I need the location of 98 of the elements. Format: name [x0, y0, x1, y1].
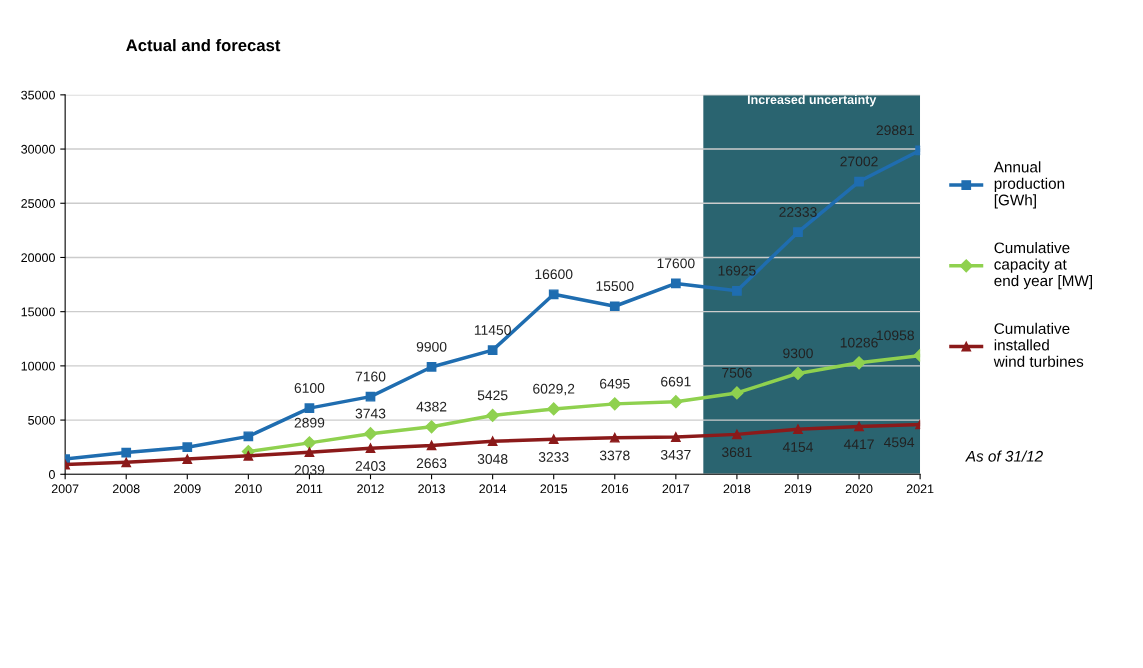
point	[854, 421, 864, 432]
data-label: 7506	[722, 367, 752, 378]
point	[426, 362, 437, 372]
data-label: 6691	[661, 376, 691, 387]
data-label: 9300	[783, 348, 813, 359]
data-label: 6495	[600, 378, 630, 389]
point	[732, 285, 742, 296]
point	[121, 447, 132, 458]
point	[182, 442, 193, 453]
x-tick-label: 2008	[112, 484, 140, 494]
point	[487, 345, 498, 356]
data-label: 2403	[355, 461, 386, 471]
data-label: 3048	[477, 454, 508, 464]
point	[365, 443, 376, 454]
point	[608, 397, 622, 411]
data-label: 3437	[660, 449, 691, 460]
point	[302, 436, 317, 450]
point	[304, 403, 315, 414]
point	[670, 432, 681, 442]
x-tick-label: 2020	[845, 484, 873, 494]
point	[365, 391, 376, 402]
data-label: 15500	[596, 281, 634, 291]
point	[793, 227, 803, 238]
point	[363, 427, 378, 441]
data-label: 27002	[840, 156, 878, 167]
x-tick-label: 2019	[784, 484, 812, 494]
y-tick-label: 5000	[28, 415, 55, 425]
point	[852, 356, 866, 370]
x-tick-label: 2010	[235, 484, 262, 494]
x-tick-label: 2018	[723, 484, 751, 494]
data-label: 11450	[474, 325, 511, 335]
point	[182, 454, 193, 464]
point	[670, 278, 681, 289]
x-tick-label: 2021	[906, 484, 934, 494]
data-label: 16600	[535, 269, 573, 280]
data-label: 3743	[355, 408, 386, 419]
x-tick-label: 2015	[540, 484, 568, 494]
point	[424, 420, 439, 434]
data-label: 4417	[843, 439, 874, 449]
y-tick-label: 35000	[21, 90, 55, 100]
x-tick-label: 2011	[296, 484, 323, 494]
point	[304, 447, 315, 458]
data-label: 4154	[782, 442, 814, 452]
data-label: 2899	[294, 417, 325, 428]
data-label: 2663	[416, 458, 447, 469]
point	[243, 431, 254, 442]
x-tick-label: 2016	[601, 484, 629, 494]
x-tick-label: 2012	[357, 484, 384, 494]
point	[793, 424, 803, 435]
legend-label: Cumulative capacity at end year [MW]	[994, 242, 1092, 290]
point	[548, 289, 559, 300]
y-tick-label: 30000	[21, 144, 55, 154]
x-tick-label: 2009	[174, 484, 201, 494]
y-tick-label: 0	[48, 470, 55, 479]
point	[121, 457, 132, 468]
data-label: 4382	[416, 401, 447, 412]
data-label: 2039	[294, 465, 325, 475]
data-label: 4594	[883, 437, 915, 448]
band-label: Increased uncertainty	[747, 94, 877, 107]
point	[609, 301, 620, 312]
data-label: 10286	[840, 337, 878, 348]
legend-label: Cumulative installed wind turbines	[993, 322, 1084, 367]
point	[791, 366, 805, 381]
y-tick-label: 10000	[21, 361, 55, 371]
point	[730, 386, 744, 400]
point	[547, 402, 561, 416]
point	[487, 436, 498, 447]
point	[426, 440, 437, 451]
x-tick-label: 2014	[479, 484, 507, 494]
legend-label: Annual production [GWh]	[993, 161, 1065, 209]
point	[243, 450, 254, 461]
data-label: 16925	[718, 265, 756, 276]
text: As of 31/12	[965, 450, 1043, 462]
data-label: 10958	[877, 330, 914, 341]
data-label: 3378	[599, 450, 630, 461]
data-label: 6029,2	[533, 383, 575, 396]
data-label: 17600	[657, 258, 695, 269]
data-label: 6100	[294, 383, 325, 393]
y-tick-label: 25000	[21, 199, 55, 208]
data-label: 3233	[538, 452, 569, 462]
point	[854, 176, 864, 187]
x-tick-label: 2017	[662, 484, 690, 494]
data-label: 9900	[416, 341, 447, 352]
data-label: 3681	[721, 447, 752, 458]
x-tick-label: 2013	[418, 484, 445, 494]
chart-title: Actual and forecast	[126, 38, 281, 52]
point	[548, 434, 559, 445]
point	[732, 429, 742, 440]
y-tick-label: 15000	[21, 307, 55, 317]
data-label: 7160	[355, 371, 386, 382]
y-tick-label: 20000	[21, 253, 55, 263]
data-label: 29881	[876, 125, 914, 136]
point	[669, 395, 683, 409]
point	[486, 408, 500, 423]
data-label: 22333	[779, 207, 817, 217]
point	[609, 432, 620, 443]
x-tick-label: 2007	[51, 484, 79, 494]
data-label: 5425	[477, 390, 508, 401]
